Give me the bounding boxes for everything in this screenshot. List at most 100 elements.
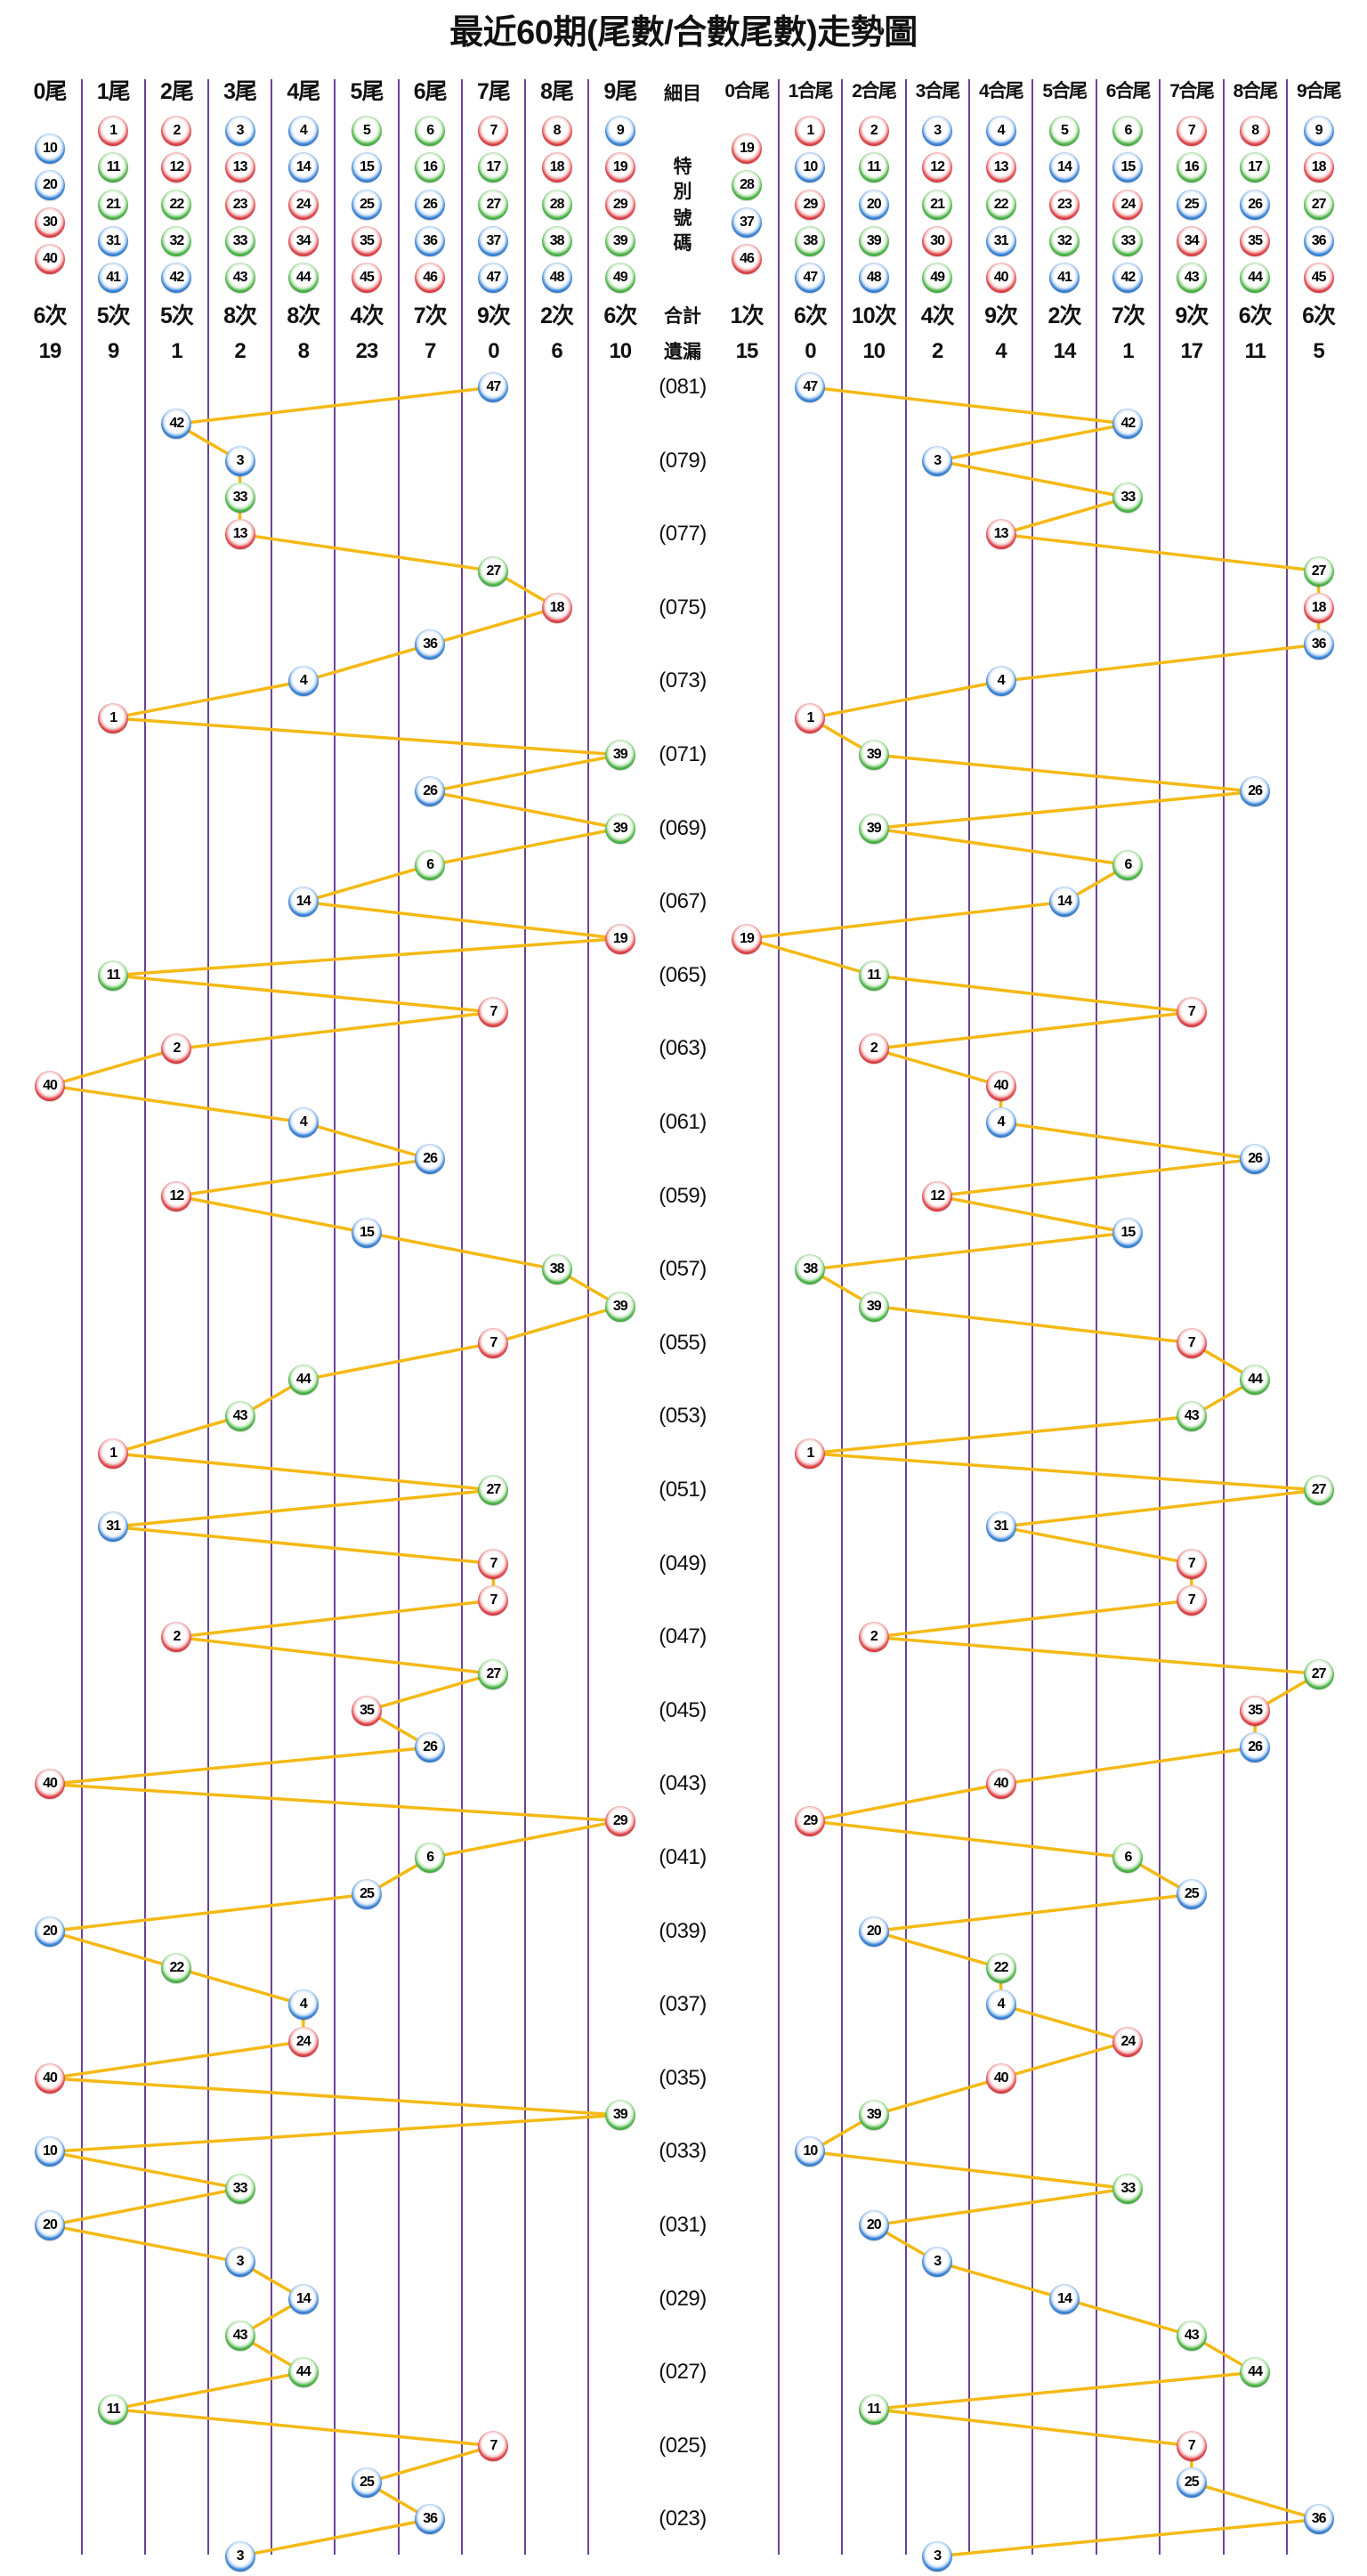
ball-number: 8	[1251, 123, 1259, 138]
sum-tail-draw-ball: 43	[1176, 1401, 1207, 1432]
legend-ball: 21	[922, 189, 953, 220]
sum-tail-draw-ball: 35	[1240, 1695, 1271, 1726]
period-label: (043)	[659, 1771, 707, 1796]
ball-number: 36	[1311, 636, 1327, 652]
legend-ball: 30	[922, 225, 953, 256]
sum-tail-draw-ball: 29	[795, 1805, 826, 1836]
sum-tail-column-missing: 2	[932, 339, 943, 363]
legend-ball: 49	[604, 263, 635, 294]
tail-draw-ball: 19	[604, 923, 635, 954]
ball-number: 28	[740, 177, 755, 193]
sum-tail-column-missing: 15	[735, 339, 759, 363]
tail-draw-ball: 22	[161, 1952, 192, 1983]
legend-ball: 36	[415, 225, 446, 256]
tail-column-count: 8次	[223, 304, 257, 328]
legend-ball: 22	[985, 189, 1016, 220]
ball-number: 31	[993, 232, 1009, 248]
ball-number: 43	[232, 270, 248, 286]
legend-ball: 46	[732, 243, 762, 274]
sum-tail-draw-ball: 6	[1112, 849, 1144, 880]
ball-number: 3	[934, 452, 942, 468]
tail-trend-line	[48, 385, 622, 2558]
tail-draw-ball: 26	[415, 1732, 446, 1763]
sum-tail-column-count: 9次	[1175, 304, 1209, 328]
ball-number: 29	[803, 1812, 818, 1828]
legend-ball: 35	[1240, 225, 1271, 256]
legend-ball: 1	[98, 116, 129, 146]
grid-line	[1285, 79, 1288, 2555]
ball-number: 35	[1248, 1702, 1263, 1718]
special-number-label: 號	[673, 207, 692, 229]
legend-ball: 46	[415, 263, 446, 294]
ball-number: 26	[423, 196, 438, 212]
ball-number: 40	[43, 1776, 58, 1792]
ball-number: 36	[423, 232, 438, 248]
legend-ball: 14	[1049, 152, 1080, 183]
ball-number: 43	[1184, 2327, 1200, 2343]
sum-tail-draw-ball: 11	[858, 960, 889, 991]
ball-number: 25	[1184, 196, 1200, 212]
ball-number: 37	[486, 232, 501, 248]
tail-draw-ball: 15	[352, 1217, 382, 1248]
ball-number: 39	[866, 747, 882, 762]
sum-tail-column-header: 5合尾	[1042, 81, 1088, 101]
tail-draw-ball: 6	[415, 849, 446, 880]
ball-number: 4	[997, 673, 1006, 689]
period-label: (081)	[659, 375, 707, 399]
tail-draw-ball: 40	[35, 2062, 65, 2094]
sum-tail-column-header: 1合尾	[788, 81, 834, 101]
tail-column-missing: 6	[551, 339, 562, 363]
sum-tail-draw-ball: 40	[985, 1769, 1016, 1800]
legend-ball: 27	[478, 189, 509, 220]
tail-draw-ball: 39	[604, 2100, 635, 2131]
sum-tail-draw-ball: 25	[1176, 1879, 1207, 1910]
tail-column-header: 6尾	[413, 79, 448, 104]
sum-tail-trend-line	[745, 385, 1321, 2558]
legend-ball: 38	[795, 225, 826, 256]
tail-column-header: 4尾	[287, 79, 320, 104]
legend-ball: 10	[795, 152, 826, 183]
period-label: (037)	[659, 1992, 707, 2017]
tail-draw-ball: 27	[478, 1475, 509, 1505]
ball-number: 20	[43, 177, 58, 193]
sum-tail-column-header: 2合尾	[852, 81, 897, 101]
legend-ball: 12	[161, 152, 192, 183]
special-number-label: 特	[673, 156, 692, 177]
sum-tail-draw-ball: 39	[858, 1291, 889, 1322]
sum-tail-draw-ball: 42	[1112, 409, 1144, 440]
ball-number: 8	[553, 123, 562, 138]
ball-number: 3	[236, 123, 245, 138]
sum-tail-draw-ball: 3	[922, 2540, 953, 2572]
ball-number: 15	[360, 1224, 375, 1240]
ball-number: 31	[106, 232, 121, 248]
legend-ball: 31	[98, 225, 129, 256]
legend-ball: 17	[478, 152, 509, 183]
sum-tail-column-count: 10次	[851, 304, 897, 328]
sum-tail-draw-ball: 36	[1303, 629, 1334, 660]
ball-number: 13	[993, 526, 1009, 542]
ball-number: 22	[169, 1959, 184, 1975]
ball-number: 7	[1187, 2437, 1196, 2453]
ball-number: 18	[549, 159, 565, 175]
legend-ball: 7	[1176, 116, 1207, 146]
period-label: (041)	[659, 1845, 707, 1869]
ball-number: 14	[295, 2290, 311, 2306]
legend-ball: 17	[1240, 152, 1271, 183]
tail-draw-ball: 11	[98, 2394, 129, 2425]
sum-tail-draw-ball: 15	[1112, 1217, 1144, 1248]
ball-number: 7	[489, 1555, 497, 1571]
grid-line	[1222, 79, 1225, 2555]
period-label: (051)	[659, 1478, 707, 1502]
ball-number: 2	[870, 1041, 878, 1057]
tail-draw-ball: 13	[224, 519, 255, 550]
legend-ball: 29	[604, 189, 635, 220]
ball-number: 39	[612, 747, 628, 762]
legend-ball: 24	[1112, 189, 1144, 220]
period-label: (077)	[659, 522, 707, 547]
legend-ball: 14	[287, 152, 319, 183]
tail-column-count: 5次	[159, 304, 194, 328]
ball-number: 40	[993, 2070, 1009, 2086]
ball-number: 7	[1187, 1004, 1196, 1020]
legend-ball: 42	[161, 263, 192, 294]
ball-number: 15	[1120, 1224, 1136, 1240]
